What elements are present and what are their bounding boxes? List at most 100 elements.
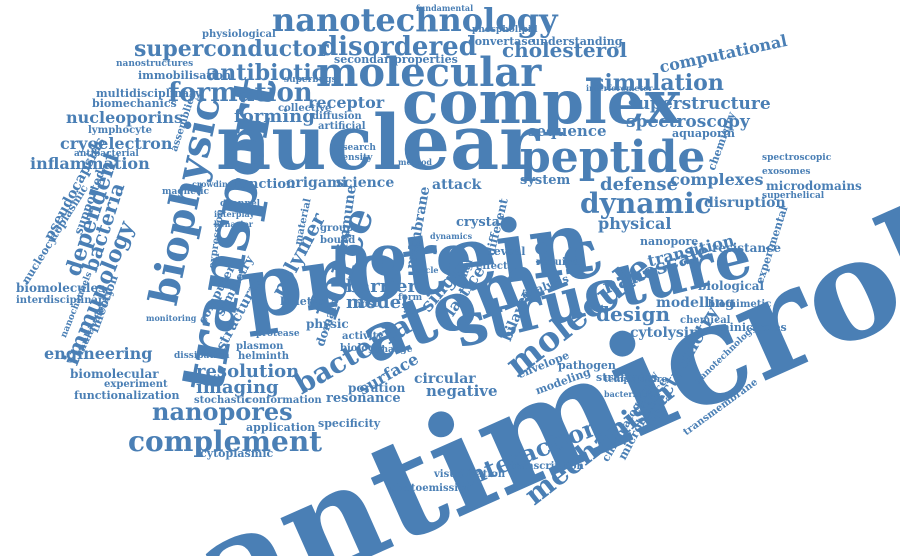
cloud-word: channel [220,199,261,209]
cloud-word: biology [340,343,381,354]
cloud-word: artificial [318,121,366,132]
cloud-word: superstructure [628,94,771,114]
cloud-word: biological [698,279,765,293]
cloud-word: reveal [488,245,526,258]
cloud-word: visualization [434,469,506,480]
cloud-word: minicircles [718,321,787,334]
cloud-word: model [346,292,408,313]
cloud-word: diffusion [312,111,362,122]
cloud-word: superbugs [284,75,337,85]
cloud-word: resistance [712,241,782,255]
cloud-word: interdisciplinary [16,295,110,306]
cloud-word: understanding [532,35,623,48]
cloud-word: superconductor [134,36,329,62]
cloud-word: fundamental [416,3,474,13]
cloud-word: modelling [656,295,735,311]
cloud-word: experiment [104,379,168,390]
cloud-word: change [376,345,413,355]
cloud-word: cytolysin [630,325,700,341]
cloud-word: physic [306,317,349,331]
cloud-word: effect [476,261,508,272]
cloud-word: spectroscopy [626,112,750,132]
cloud-word: method [398,157,432,167]
cloud-word: spectroscopic [762,153,832,163]
cloud-word: imaging [196,377,279,398]
cloud-word: forming [234,106,315,127]
cloud-word: origami [286,175,348,191]
cloud-word: cryoelectron [60,134,173,153]
cloud-word: function [234,177,296,192]
cloud-word: group [320,223,354,234]
cloud-word: engineering [44,344,153,363]
cloud-word: bactericidal [604,389,658,399]
cloud-word: biomechanics [92,97,177,110]
cloud-word: simulation [592,70,724,96]
cloud-word: microdomains [766,179,862,193]
cloud-word: dynamics [430,231,473,241]
cloud-word: research [332,143,376,153]
cloud-word: monitoring [146,313,197,323]
cloud-word: pore [330,223,472,289]
cloud-word: disruption [704,195,786,211]
cloud-word: crystal [456,215,506,230]
cloud-word: density [336,153,373,163]
cloud-word: plasmon [236,341,284,352]
cloud-word: phospholipid [472,25,538,35]
cloud-word: superhelical [762,191,825,201]
cloud-word: require [536,257,578,268]
cloud-word: conformation [246,395,322,406]
cloud-word: convertase [468,35,535,48]
cloud-word: protease [256,329,300,339]
cloud-word: antibacterial [74,149,139,159]
cloud-word: lymphocyte [88,125,153,136]
cloud-word: negative [426,382,498,400]
cloud-word: resonance [326,391,401,406]
cloud-word: interferometer [586,83,653,93]
cloud-word: nuclear [216,98,540,187]
cloud-word: physical [598,214,672,233]
cloud-word: application [246,421,316,434]
cloud-word: formation [168,78,313,108]
cloud-word: complexes [670,170,764,189]
cloud-word: stochastic [194,395,251,406]
cloud-word: activity [342,331,384,342]
cloud-word: magnetic [162,187,209,197]
cloud-word: pathogen [558,359,616,372]
cloud-word: specificity [318,417,381,430]
cloud-word: nucleoporins [66,108,183,127]
cloud-word: bound [320,235,356,246]
cloud-word: receptor [308,93,385,112]
cloud-word: interplay [214,209,255,219]
cloud-word: chemical [680,315,731,326]
cloud-word: immobilisation [138,69,231,82]
cloud-word: biomimetic [708,299,772,310]
cloud-word: attack [432,177,482,193]
cloud-word: aquaporin [672,127,735,140]
cloud-word: science [336,175,395,191]
cloud-word: nanostructures [116,59,194,69]
cloud-word: cytoplasmic [200,447,274,460]
cloud-word: exosomes [762,167,811,177]
cloud-word: secondary [334,53,397,66]
cloud-word: biomolecular [70,367,159,381]
cloud-word: behavior [214,219,253,229]
cloud-word: circular [414,371,476,387]
cloud-word: physiological [202,29,276,40]
cloud-word: nanopores [152,397,293,426]
cloud-word: disordered [320,32,477,62]
cloud-word: complement [128,425,323,458]
cloud-word: temperature [604,375,668,385]
cloud-word: properties [394,53,458,66]
cloud-word: photoemission [390,483,472,494]
cloud-word: kinetic [280,295,323,308]
cloud-word: cycle [416,265,439,275]
cloud-word: dissipation [174,351,230,361]
cloud-word: form [398,293,423,303]
cloud-word: defense [600,174,678,195]
cloud-word: cholesterol [502,38,628,62]
cloud-word: sequence [528,122,607,140]
cloud-word: transcription [510,461,584,472]
cloud-word: dynamic [580,187,712,220]
cloud-word: inflammation [30,154,150,173]
cloud-word: collective [278,103,332,114]
